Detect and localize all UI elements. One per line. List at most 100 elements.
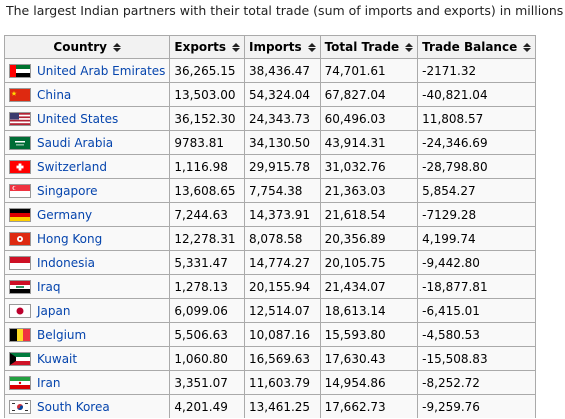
imports-cell: 12,514.07	[243, 298, 321, 323]
trade-balance-cell: -9,259.76	[417, 394, 537, 418]
trade-balance-cell: -8,252.72	[417, 370, 537, 395]
imports-cell: 8,078.58	[243, 226, 321, 251]
table-row: Iraq 1,278.13 20,155.94 21,434.07 -18,877.81	[3, 274, 537, 299]
country-link[interactable]: Hong Kong	[37, 231, 103, 246]
exports-cell: 1,060.80	[169, 346, 245, 371]
imports-cell: 14,373.91	[243, 202, 321, 227]
sort-header-total-trade[interactable]: Total Trade	[319, 35, 419, 59]
imports-cell: 20,155.94	[243, 274, 321, 299]
country-cell: United States	[3, 106, 171, 131]
country-link[interactable]: Singapore	[37, 183, 98, 198]
total-trade-cell: 18,613.14	[319, 298, 419, 323]
table-row: Germany 7,244.63 14,373.91 21,618.54 -7129.2…	[3, 202, 537, 227]
imports-cell: 34,130.50	[243, 130, 321, 155]
kuwait-flag-icon	[9, 351, 31, 366]
total-trade-cell: 21,618.54	[319, 202, 419, 227]
country-link[interactable]: Germany	[37, 207, 93, 222]
imports-cell: 24,343.73	[243, 106, 321, 131]
exports-cell: 36,152.30	[169, 106, 245, 131]
exports-cell: 1,278.13	[169, 274, 245, 299]
country-link[interactable]: Iraq	[37, 279, 61, 294]
country-link[interactable]: United States	[37, 111, 119, 126]
country-cell: Hong Kong	[3, 226, 171, 251]
table-body: United Arab Emirates 36,265.15 38,436.47 74…	[3, 58, 537, 418]
table-row: Belgium 5,506.63 10,087.16 15,593.80 -4,580.…	[3, 322, 537, 347]
trade-balance-cell: -9,442.80	[417, 250, 537, 275]
table-row: Hong Kong 12,278.31 8,078.58 20,356.89 4,199…	[3, 226, 537, 251]
country-link[interactable]: Japan	[37, 303, 71, 318]
country-link[interactable]: Belgium	[37, 327, 87, 342]
swiss-flag-icon	[9, 159, 31, 174]
country-link[interactable]: Kuwait	[37, 351, 78, 366]
table-row: South Korea 4,201.49 13,461.25 17,662.73 -9,…	[3, 394, 537, 418]
country-link[interactable]: Saudi Arabia	[37, 135, 114, 150]
country-cell: China	[3, 82, 171, 107]
sort-arrows-icon	[231, 42, 240, 52]
country-link[interactable]: South Korea	[37, 399, 110, 414]
table-row: Saudi Arabia 9783.81 34,130.50 43,914.31 -24…	[3, 130, 537, 155]
country-cell: United Arab Emirates	[3, 58, 171, 83]
exports-cell: 7,244.63	[169, 202, 245, 227]
sort-arrows-icon	[307, 42, 316, 52]
exports-cell: 5,506.63	[169, 322, 245, 347]
imports-cell: 14,774.27	[243, 250, 321, 275]
total-trade-cell: 21,434.07	[319, 274, 419, 299]
sort-header-exports[interactable]: Exports	[169, 35, 245, 59]
sort-header-country[interactable]: Country	[3, 35, 171, 59]
germany-flag-icon	[9, 207, 31, 222]
exports-cell: 3,351.07	[169, 370, 245, 395]
imports-cell: 16,569.63	[243, 346, 321, 371]
total-trade-cell: 20,356.89	[319, 226, 419, 251]
exports-cell: 13,503.00	[169, 82, 245, 107]
imports-cell: 13,461.25	[243, 394, 321, 418]
table-row: United States 36,152.30 24,343.73 60,496.03…	[3, 106, 537, 131]
trade-balance-cell: 11,808.57	[417, 106, 537, 131]
belgium-flag-icon	[9, 327, 31, 342]
exports-cell: 13,608.65	[169, 178, 245, 203]
trade-balance-cell: 4,199.74	[417, 226, 537, 251]
total-trade-cell: 17,630.43	[319, 346, 419, 371]
imports-cell: 10,087.16	[243, 322, 321, 347]
country-cell: Indonesia	[3, 250, 171, 275]
total-trade-cell: 14,954.86	[319, 370, 419, 395]
exports-cell: 4,201.49	[169, 394, 245, 418]
country-cell: South Korea	[3, 394, 171, 418]
header-label-imports: Imports	[248, 40, 302, 54]
country-cell: Iran	[3, 370, 171, 395]
total-trade-cell: 20,105.75	[319, 250, 419, 275]
country-link[interactable]: Switzerland	[37, 159, 107, 174]
country-cell: Switzerland	[3, 154, 171, 179]
table-row: Kuwait 1,060.80 16,569.63 17,630.43 -15,508.…	[3, 346, 537, 371]
sort-header-imports[interactable]: Imports	[243, 35, 321, 59]
sort-arrows-icon	[523, 42, 532, 52]
total-trade-cell: 74,701.61	[319, 58, 419, 83]
country-cell: Kuwait	[3, 346, 171, 371]
imports-cell: 38,436.47	[243, 58, 321, 83]
country-cell: Iraq	[3, 274, 171, 299]
header-label-country: Country	[53, 40, 108, 54]
sort-arrows-icon	[405, 42, 414, 52]
header-label-exports: Exports	[174, 40, 226, 54]
total-trade-cell: 60,496.03	[319, 106, 419, 131]
country-link[interactable]: China	[37, 87, 72, 102]
header-label-total-trade: Total Trade	[324, 40, 400, 54]
total-trade-cell: 67,827.04	[319, 82, 419, 107]
country-link[interactable]: United Arab Emirates	[37, 63, 166, 78]
exports-cell: 36,265.15	[169, 58, 245, 83]
imports-cell: 29,915.78	[243, 154, 321, 179]
table-row: United Arab Emirates 36,265.15 38,436.47 74…	[3, 58, 537, 83]
sort-header-trade-balance[interactable]: Trade Balance	[417, 35, 537, 59]
table-row: Iran 3,351.07 11,603.79 14,954.86 -8,252.72	[3, 370, 537, 395]
singapore-flag-icon	[9, 183, 31, 198]
table-row: Japan 6,099.06 12,514.07 18,613.14 -6,415.01	[3, 298, 537, 323]
country-link[interactable]: Iran	[37, 375, 61, 390]
imports-cell: 7,754.38	[243, 178, 321, 203]
trade-balance-cell: -6,415.01	[417, 298, 537, 323]
country-link[interactable]: Indonesia	[37, 255, 96, 270]
imports-cell: 54,324.04	[243, 82, 321, 107]
china-flag-icon	[9, 87, 31, 102]
usa-flag-icon	[9, 111, 31, 126]
total-trade-cell: 31,032.76	[319, 154, 419, 179]
exports-cell: 9783.81	[169, 130, 245, 155]
saudi-flag-icon	[9, 135, 31, 150]
